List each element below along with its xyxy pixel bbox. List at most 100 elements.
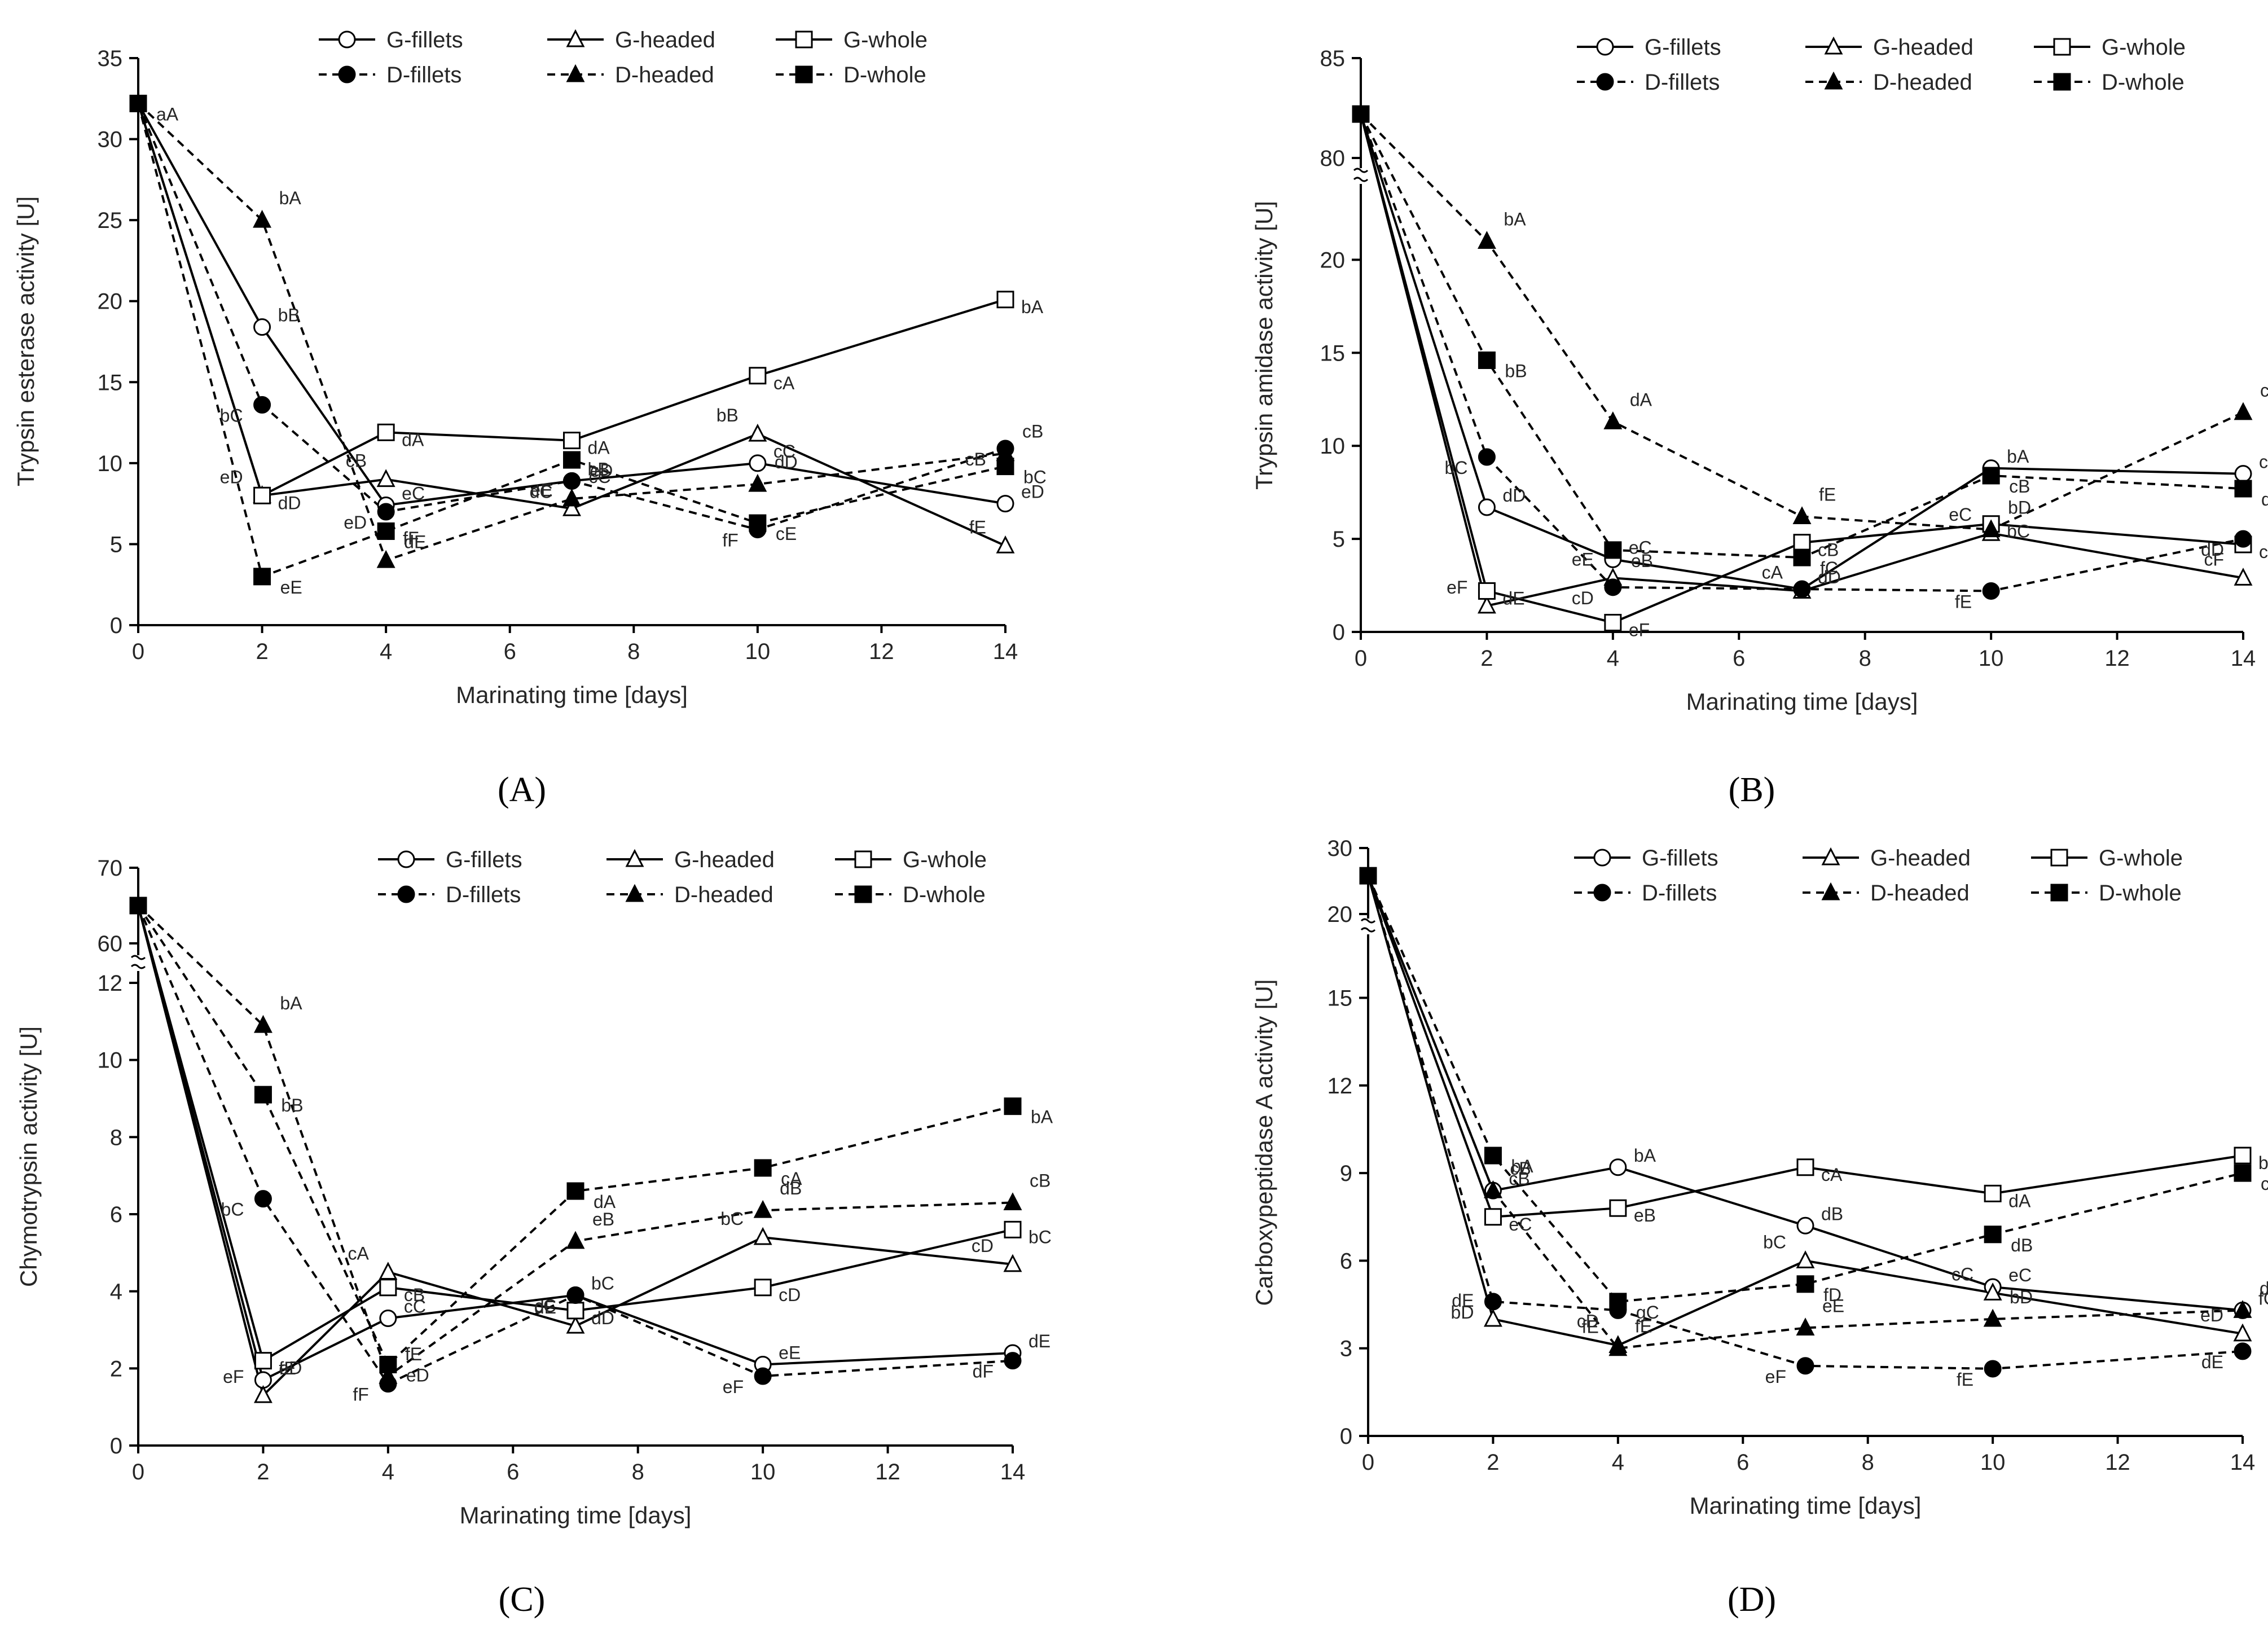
data-point-d-whole — [1793, 548, 1811, 566]
point-annotation: bA — [1504, 209, 1526, 229]
panel-b: 0 2 4 6 8 10 12 14 0 5 10 15 20 80 85 Marinating time [… — [1251, 35, 2268, 715]
data-point-d-whole — [377, 522, 395, 540]
point-annotation: cB — [2261, 1174, 2268, 1194]
data-point-d-whole — [2234, 480, 2252, 498]
data-point-g-headed — [753, 1227, 772, 1245]
data-point-g-whole — [1478, 582, 1496, 600]
y-tick-label: 80 — [1320, 146, 1346, 171]
data-point-g-whole — [566, 1302, 584, 1320]
legend-swatch-marker — [566, 64, 585, 82]
point-annotation: fE — [1819, 485, 1836, 505]
legend-label: G-fillets — [1642, 846, 1718, 871]
panel-tag-c: (C) — [499, 1580, 546, 1619]
point-annotation: bC — [1023, 467, 1047, 487]
y-tick-label: 6 — [110, 1202, 122, 1227]
data-point-g-headed — [1003, 1254, 1022, 1272]
x-tick-label: 8 — [1862, 1450, 1874, 1475]
point-annotation: eC — [402, 484, 425, 504]
series-line-d-headed — [137, 102, 1006, 562]
y-tick-label: 8 — [110, 1125, 122, 1150]
y-tick-label: 9 — [1340, 1161, 1352, 1186]
series-line-g-whole — [1360, 113, 2244, 624]
point-annotation: dE — [1502, 588, 1524, 608]
data-point-g-whole — [377, 423, 395, 441]
point-annotation: cB — [1030, 1171, 1051, 1191]
data-point-d-headed — [1792, 506, 1812, 525]
legend-swatch-marker — [397, 850, 415, 868]
point-annotation: eC — [2008, 1265, 2032, 1285]
data-point-d-headed — [562, 488, 581, 507]
data-point-d-whole — [1359, 867, 1377, 885]
legend-label: G-fillets — [446, 847, 522, 872]
legend-swatch-marker — [1824, 71, 1843, 90]
y-tick-label: 15 — [1328, 986, 1353, 1011]
x-tick-label: 12 — [2104, 646, 2130, 671]
legend-label: G-headed — [1873, 35, 1973, 60]
data-point-g-headed — [566, 1315, 585, 1334]
y-tick-label: 20 — [1328, 902, 1353, 927]
point-annotation: eE — [1822, 1295, 1844, 1316]
x-tick-label: 2 — [1480, 646, 1493, 671]
data-point-g-headed — [379, 1262, 398, 1280]
point-annotation: bD — [1451, 1302, 1474, 1323]
point-annotation: eD — [279, 1358, 302, 1378]
point-annotation: bA — [280, 993, 302, 1013]
y-tick-label: 70 — [98, 856, 123, 881]
data-point-g-whole — [563, 432, 581, 450]
point-annotation: fE — [1635, 1316, 1652, 1337]
data-point-g-headed — [1796, 1250, 1815, 1268]
series-line-d-fillets — [137, 905, 1013, 1386]
x-tick-label: 8 — [627, 639, 640, 664]
legend-swatch-marker — [625, 884, 644, 902]
y-tick-label: 12 — [98, 971, 123, 996]
point-annotation: dB — [2011, 1235, 2033, 1255]
point-annotation: dA — [588, 438, 610, 458]
point-annotation: dD — [278, 493, 301, 513]
legend-swatch-marker — [2050, 884, 2068, 902]
point-annotation: dD — [1502, 485, 1526, 506]
y-axis-title: Carboxypeptidase A activity [U] — [1251, 979, 1277, 1306]
point-annotation: eE — [530, 480, 552, 500]
point-annotation: bC — [2007, 521, 2030, 542]
legend-swatch-marker — [1593, 849, 1611, 867]
legend-label: G-fillets — [386, 28, 463, 52]
y-axis-title: Trypsin amidase activity [U] — [1251, 201, 1277, 490]
y-axis-title: Chymotrypsin activity [U] — [15, 1026, 42, 1287]
point-annotation: cB — [346, 451, 367, 471]
point-annotation: eD — [344, 512, 367, 533]
data-point-d-whole — [129, 897, 147, 915]
data-point-g-headed — [2233, 1323, 2252, 1342]
series-line-g-whole — [137, 103, 1006, 498]
data-point-g-whole — [1796, 1158, 1814, 1176]
data-point-d-headed — [748, 473, 767, 492]
point-annotation: eB — [1634, 1205, 1656, 1225]
data-point-d-headed — [1477, 231, 1496, 249]
point-annotation: eE — [779, 1343, 801, 1363]
point-annotation: eF — [1447, 577, 1467, 598]
series-line-d-headed — [1360, 113, 2244, 531]
data-point-g-whole — [754, 1279, 772, 1297]
y-tick-label: 4 — [110, 1280, 122, 1304]
point-annotation: cC — [404, 1297, 426, 1317]
legend-label: G-headed — [1870, 846, 1971, 871]
point-annotation: dF — [973, 1361, 994, 1382]
legend-label: D-fillets — [446, 882, 521, 907]
point-annotation: cD — [1572, 588, 1594, 608]
legend-swatch-marker — [854, 885, 872, 903]
point-annotation: cA — [773, 373, 795, 393]
legend-label: D-fillets — [1642, 881, 1717, 906]
x-tick-label: 0 — [132, 639, 144, 664]
legend-swatch-marker — [1593, 884, 1611, 902]
series-line-g-headed — [1360, 113, 2244, 608]
data-point-d-whole — [749, 514, 767, 532]
x-tick-label: 6 — [1733, 646, 1745, 671]
y-tick-label: 15 — [98, 370, 123, 395]
data-point-d-headed — [379, 1365, 398, 1384]
point-annotation: bB — [1505, 361, 1527, 381]
x-tick-label: 14 — [2231, 646, 2256, 671]
point-annotation: cA — [348, 1244, 370, 1264]
point-annotation: bB — [717, 405, 739, 425]
point-annotation: dD — [2201, 539, 2224, 560]
legend-label: D-whole — [843, 63, 926, 87]
